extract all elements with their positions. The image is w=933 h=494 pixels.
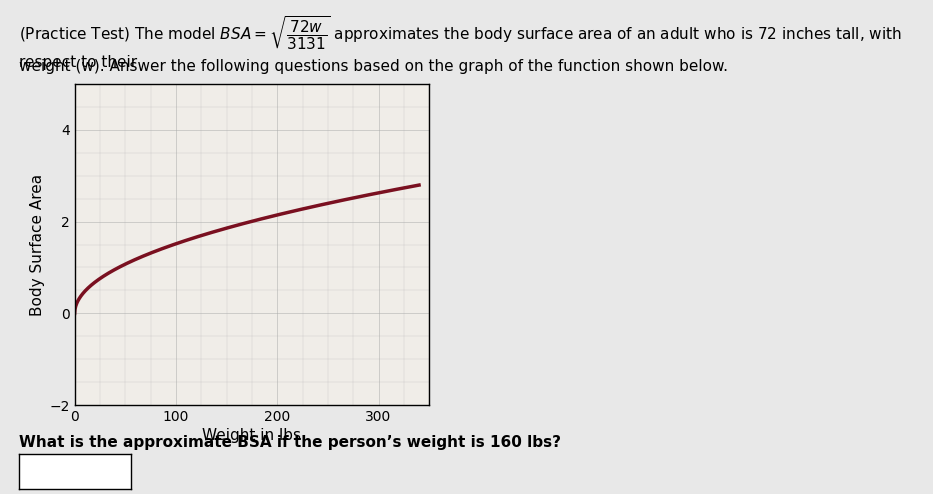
Y-axis label: Body Surface Area: Body Surface Area: [30, 173, 45, 316]
Text: What is the approximate BSA if the person’s weight is 160 lbs?: What is the approximate BSA if the perso…: [19, 435, 561, 450]
Text: (Practice Test) The model $BSA = \sqrt{\dfrac{72w}{3131}}$ approximates the body: (Practice Test) The model $BSA = \sqrt{\…: [19, 15, 901, 70]
Text: weight (w). Answer the following questions based on the graph of the function sh: weight (w). Answer the following questio…: [19, 59, 728, 74]
X-axis label: Weight in lbs: Weight in lbs: [202, 428, 301, 443]
